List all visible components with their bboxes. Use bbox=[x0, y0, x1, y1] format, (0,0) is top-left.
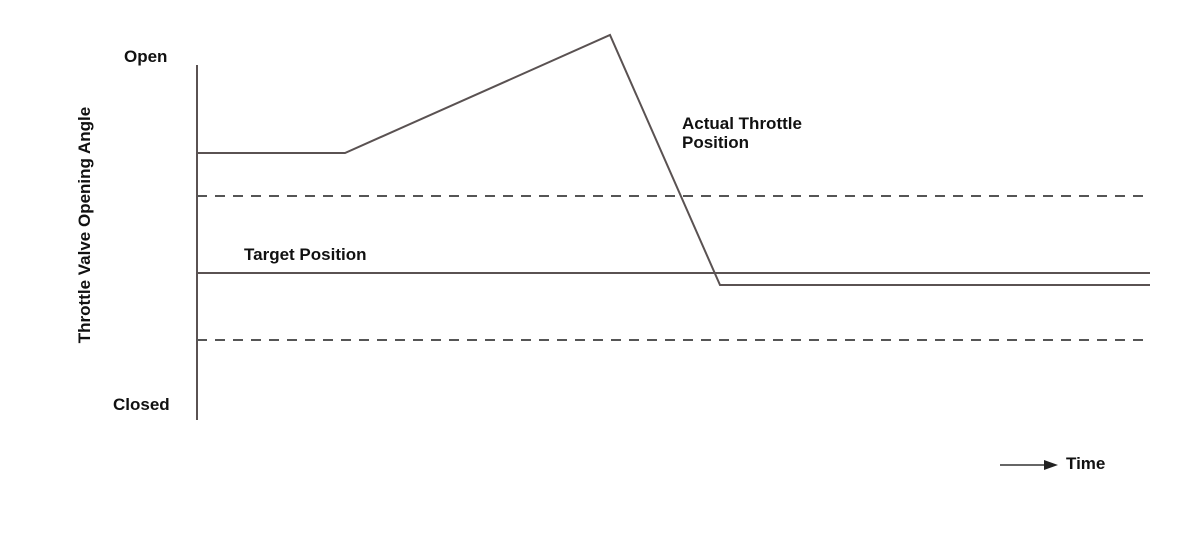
open-label: Open bbox=[124, 47, 168, 66]
time-label: Time bbox=[1066, 454, 1106, 473]
y-axis-label: Throttle Valve Opening Angle bbox=[75, 106, 94, 344]
actual-position-label-line2: Position bbox=[682, 133, 750, 152]
target-position-label: Target Position bbox=[244, 245, 367, 264]
time-arrow-head bbox=[1044, 460, 1058, 470]
closed-label: Closed bbox=[113, 395, 170, 414]
actual-position-label-line1: Actual Throttle bbox=[682, 114, 802, 133]
actual-throttle-position-line bbox=[197, 33, 1150, 286]
